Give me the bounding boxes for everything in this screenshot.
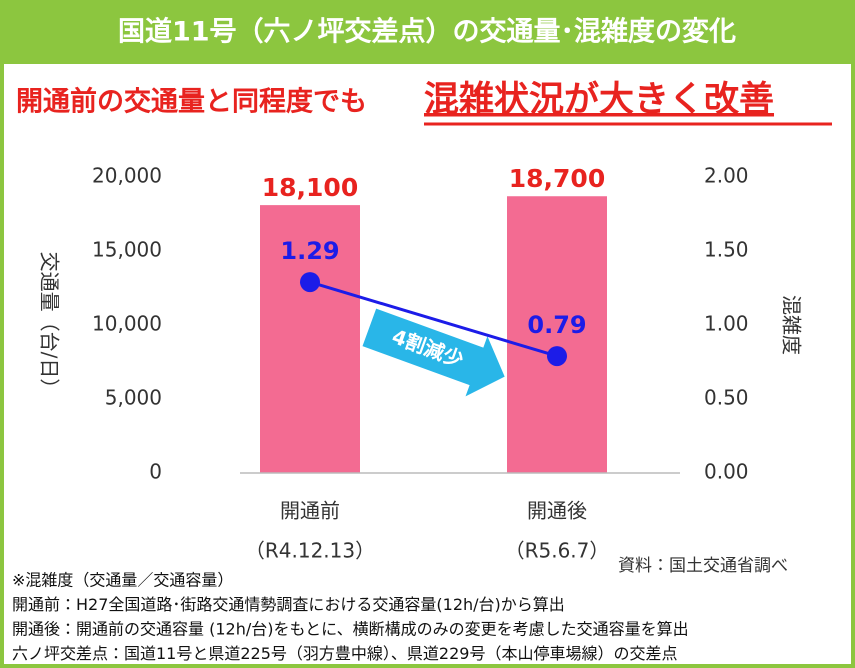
x-tick-sublabel: （R5.6.7） bbox=[505, 539, 610, 563]
note: 開通後：開通前の交通容量 (12h/台)をもとに、横断構成のみの変更を考慮した交… bbox=[12, 620, 689, 639]
x-tick-label: 開通前 bbox=[280, 499, 340, 523]
y2-axis-label: 混雑度 bbox=[780, 295, 804, 355]
y-tick-label: 20,000 bbox=[92, 164, 162, 188]
line-value-label: 0.79 bbox=[527, 311, 586, 339]
arrow bbox=[362, 308, 505, 397]
chart-title: 国道11号（六ノ坪交差点）の交通量･混雑度の変化 bbox=[118, 16, 736, 48]
y2-tick-label: 2.00 bbox=[704, 164, 749, 188]
x-tick-label: 開通後 bbox=[527, 499, 587, 523]
line-value-label: 1.29 bbox=[280, 237, 339, 265]
bar-value-label: 18,100 bbox=[262, 173, 358, 202]
y-axis-label: 交通量（台/日） bbox=[38, 252, 62, 399]
note: 開通前：H27全国道路･街路交通情勢調査における交通容量(12h/台)から算出 bbox=[12, 595, 565, 614]
bar-value-label: 18,700 bbox=[509, 164, 605, 193]
bar bbox=[507, 196, 607, 474]
subtitle: 開通前の交通量と同程度でも bbox=[16, 86, 367, 118]
y-tick-label: 15,000 bbox=[92, 238, 162, 262]
line-point bbox=[300, 272, 320, 293]
x-tick-sublabel: （R4.12.13） bbox=[245, 539, 375, 563]
source: 資料：国土交通省調べ bbox=[618, 556, 788, 576]
bar bbox=[260, 205, 360, 473]
y-tick-label: 5,000 bbox=[105, 386, 162, 410]
y2-tick-label: 1.00 bbox=[704, 312, 749, 336]
note: 六ノ坪交差点：国道11号と県道225号（羽方豊中線）、県道229号（本山停車場線… bbox=[12, 644, 677, 663]
y2-tick-label: 0.50 bbox=[704, 386, 749, 410]
line bbox=[309, 280, 558, 358]
note: ※混雑度（交通量／交通容量） bbox=[12, 571, 233, 590]
y2-tick-label: 0.00 bbox=[704, 460, 749, 484]
y-tick-label: 10,000 bbox=[92, 312, 162, 336]
y-tick-label: 0 bbox=[149, 460, 162, 484]
subtitle-emphasis: 混雑状況が大きく改善 bbox=[424, 80, 774, 120]
line-point bbox=[547, 346, 567, 367]
title-bar bbox=[0, 0, 855, 64]
y2-tick-label: 1.50 bbox=[704, 238, 749, 262]
annotation-arrow: 4割減少 bbox=[362, 308, 505, 397]
